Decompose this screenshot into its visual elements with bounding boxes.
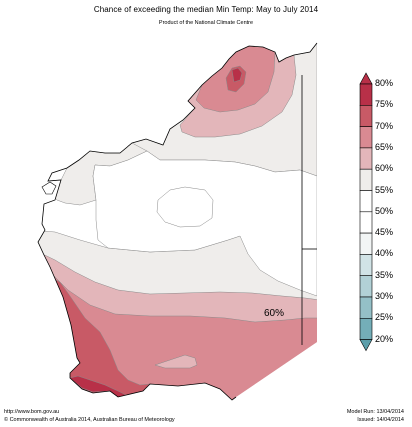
legend-label: 45% <box>375 227 394 238</box>
legend-swatch <box>359 317 373 340</box>
legend-label: 70% <box>375 120 394 131</box>
shark-bay-outline <box>41 181 57 195</box>
legend-swatch <box>359 147 373 170</box>
legend-arrow-bottom <box>359 339 373 352</box>
footer-url[interactable]: http://www.bom.gov.au <box>4 409 60 415</box>
legend-arrow-top <box>359 72 373 85</box>
legend-label: 35% <box>375 269 394 280</box>
legend-label: 30% <box>375 291 394 301</box>
legend-swatch <box>359 83 373 106</box>
legend-swatch <box>359 254 373 276</box>
footer-copyright: © Commonwealth of Australia 2014, Austra… <box>4 417 175 423</box>
legend-swatch <box>359 232 373 255</box>
legend-label: 40% <box>375 248 394 259</box>
chart-title: Chance of exceeding the median Min Temp:… <box>93 5 319 14</box>
footer-right: Model Run: 13/04/2014 Issued: 14/04/2014 <box>347 408 404 424</box>
legend-swatch <box>359 126 373 149</box>
legend-swatch <box>359 211 373 234</box>
footer-left: http://www.bom.gov.au © Commonwealth of … <box>4 408 175 424</box>
legend-swatch <box>359 190 373 213</box>
legend-swatch <box>359 105 373 127</box>
legend-label: 65% <box>375 141 394 152</box>
legend-label: 20% <box>375 333 394 344</box>
legend-swatch <box>359 168 373 191</box>
legend-label: 55% <box>375 184 394 195</box>
legend-label: 80% <box>375 78 394 88</box>
zone-55-field <box>92 150 317 297</box>
zone-60-interior-top <box>156 186 214 228</box>
zone-80-kimberley <box>231 67 243 83</box>
chart-subtitle: Product of the National Climate Centre <box>158 20 254 26</box>
legend-color-bar <box>359 72 373 352</box>
legend-label: 60% <box>375 163 394 174</box>
coastline <box>37 42 318 401</box>
footer-model-run: Model Run: 13/04/2014 <box>346 409 404 415</box>
legend-label: 25% <box>375 312 394 323</box>
legend-swatch <box>359 275 373 298</box>
footer-issued: Issued: 14/04/2014 <box>357 417 404 423</box>
legend-label: 50% <box>375 205 394 216</box>
legend-label: 75% <box>375 99 394 110</box>
legend-swatch <box>359 296 373 319</box>
map-label-60: 60% <box>264 308 284 319</box>
zone-65-island <box>154 354 198 369</box>
